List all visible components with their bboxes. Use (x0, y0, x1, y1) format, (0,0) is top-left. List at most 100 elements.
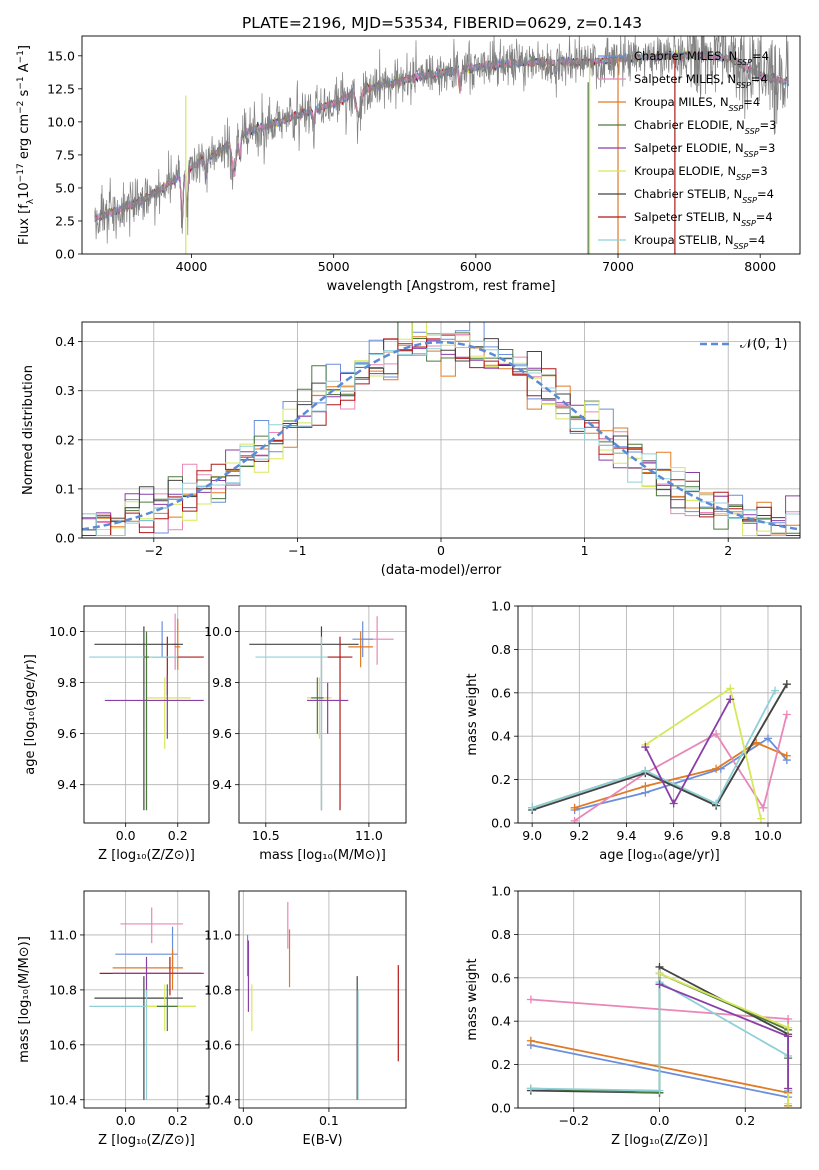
x-tick-label: 10.0 (754, 828, 782, 843)
x-tick-label: 9.0 (522, 828, 542, 843)
y-tick-label: 7.5 (55, 147, 75, 162)
legend-entry: Salpeter MILES, NSSP=4 (634, 72, 768, 90)
weight-series-line (531, 690, 776, 809)
y-tick-label: 10.4 (49, 1092, 77, 1107)
y-tick-label: 1.0 (491, 884, 511, 899)
y-axis-label-part: s (17, 89, 32, 100)
y-tick-label: 0.2 (55, 432, 75, 447)
y-axis-label-part: −2 (16, 101, 26, 114)
x-tick-label: 0.2 (735, 1113, 755, 1128)
ticks: 9.0 9.2 9.4 9.6 9.8 10.0 0.0 0.2 0.4 0.6 0.8 1.0 (491, 599, 782, 844)
y-axis-label: Normed distribution (21, 365, 36, 495)
ticks: −2 −1 0 1 2 0.0 0.1 0.2 0.3 0.4 (55, 334, 732, 558)
figure-title: PLATE=2196, MJD=53534, FIBERID=0629, z=0… (242, 14, 642, 32)
panel-massweight-vs-age: 9.0 9.2 9.4 9.6 9.8 10.0 0.0 0.2 0.4 0.6 0.8 1.0 age… (465, 599, 802, 863)
ticks: 0.0 0.2 10.4 10.6 10.8 11.0 (49, 927, 188, 1128)
legend-entry: Salpeter ELODIE, NSSP=3 (634, 141, 775, 159)
histogram-step (82, 332, 800, 536)
legend-tail: =3 (751, 164, 768, 178)
x-tick-label: 10.5 (252, 828, 280, 843)
legend-tail: =4 (756, 210, 773, 224)
x-axis-label: Z [log₁₀(Z/Z⊙)] (98, 848, 195, 863)
x-axis-label: mass [log₁₀(M/M⊙)] (259, 848, 386, 863)
legend-sub: SSP (729, 104, 744, 113)
y-axis-label-part: ] (17, 45, 32, 50)
y-tick-label: 10.8 (49, 982, 77, 997)
axes-frame (81, 321, 801, 539)
y-axis-label-part: −1 (16, 76, 26, 89)
y-axis-label: age [log₁₀(age/yr)] (23, 654, 38, 775)
weight-marker (712, 799, 721, 808)
legend-name: Salpeter ELODIE, N (634, 141, 744, 155)
weight-series-line (531, 683, 788, 809)
y-tick-label: 11.0 (204, 927, 232, 942)
legend-sub: SSP (736, 173, 751, 182)
y-tick-label: 10.8 (204, 982, 232, 997)
plot-area (526, 962, 793, 1108)
x-tick-label: 5000 (318, 259, 350, 274)
legend-entry: Chabrier ELODIE, NSSP=3 (634, 118, 776, 136)
y-tick-label: 9.6 (212, 726, 232, 741)
legend-sub: SSP (734, 242, 749, 251)
y-tick-label: 0.1 (55, 481, 75, 496)
legend-tail: =4 (757, 187, 774, 201)
x-tick-label: 9.4 (617, 828, 637, 843)
y-tick-label: 9.6 (57, 726, 77, 741)
y-axis-label-part: λ (26, 198, 36, 204)
panel-mass-vs-ebv: 0.0 0.1 10.4 10.6 10.8 11.0 E(B-V) (204, 890, 407, 1148)
grid (239, 606, 406, 823)
panel-age-vs-Z: 0.0 0.2 9.4 9.6 9.8 10.0 Z [log₁₀(Z/Z⊙)] age [l… (23, 605, 210, 863)
plot-area (94, 36, 789, 254)
observed-spectrum-line (94, 36, 789, 244)
x-tick-label: −1 (288, 543, 306, 558)
axes-frame (238, 890, 407, 1109)
weight-marker (655, 969, 664, 978)
legend-name: Kroupa MILES, N (634, 95, 729, 109)
y-tick-label: 0.0 (55, 531, 75, 546)
y-tick-label: 0.4 (55, 334, 75, 349)
x-tick-label: 6000 (460, 259, 492, 274)
legend-entry: Chabrier STELIB, NSSP=4 (634, 187, 774, 205)
panel-spectrum: 4000 5000 6000 7000 8000 0.0 2.5 5.0 7.5 10.0 12.5… (16, 35, 801, 294)
plot-area (82, 322, 800, 536)
y-tick-label: 10.6 (204, 1037, 232, 1052)
y-tick-label: 10.0 (204, 624, 232, 639)
legend-entry: Kroupa STELIB, NSSP=4 (634, 233, 765, 251)
ticks: 10.5 11.0 9.4 9.6 9.8 10.0 (204, 624, 383, 843)
y-tick-label: 0.4 (491, 1014, 511, 1029)
legend-tail: =3 (758, 141, 775, 155)
weight-marker (784, 1032, 793, 1041)
plot-area (89, 907, 204, 1100)
y-tick-label: 12.5 (47, 81, 75, 96)
plot-area (249, 616, 394, 811)
weight-marker (641, 743, 650, 752)
x-tick-label: 0.0 (650, 1113, 670, 1128)
weight-marker (756, 814, 765, 823)
x-axis-label: Z [log₁₀(Z/Z⊙)] (611, 1133, 708, 1148)
axes-frame (517, 890, 802, 1109)
y-tick-label: 2.5 (55, 213, 75, 228)
y-tick-label: 0.2 (491, 772, 511, 787)
weight-marker (782, 710, 791, 719)
legend-entry: Salpeter STELIB, NSSP=4 (634, 210, 773, 228)
y-tick-label: 0.8 (491, 642, 511, 657)
legend-tail: =4 (751, 72, 768, 86)
legend-sub: SSP (744, 150, 759, 159)
grid (518, 605, 801, 824)
panel-residuals: −2 −1 0 1 2 0.0 0.1 0.2 0.3 0.4 (data-model)/error… (21, 321, 801, 578)
x-tick-label: 0.2 (168, 1113, 188, 1128)
ticks: 0.0 0.1 10.4 10.6 10.8 11.0 (204, 927, 339, 1128)
y-axis-label: Flux [fλ10−17 erg cm−2 s−1 A−1] (16, 45, 36, 245)
weight-marker (784, 1099, 793, 1108)
y-axis-label: mass weight (465, 673, 480, 755)
weight-marker (526, 1084, 535, 1093)
y-tick-label: 0.0 (491, 1101, 511, 1116)
x-axis-label: E(B-V) (302, 1133, 342, 1148)
y-tick-label: 10.4 (204, 1092, 232, 1107)
y-axis-label-part: −1 (16, 50, 26, 63)
y-tick-label: 0.3 (55, 383, 75, 398)
legend-name: Chabrier STELIB, N (634, 187, 742, 201)
plot-area (246, 901, 399, 1100)
x-tick-label: 0 (437, 543, 445, 558)
x-tick-label: 9.8 (711, 828, 731, 843)
